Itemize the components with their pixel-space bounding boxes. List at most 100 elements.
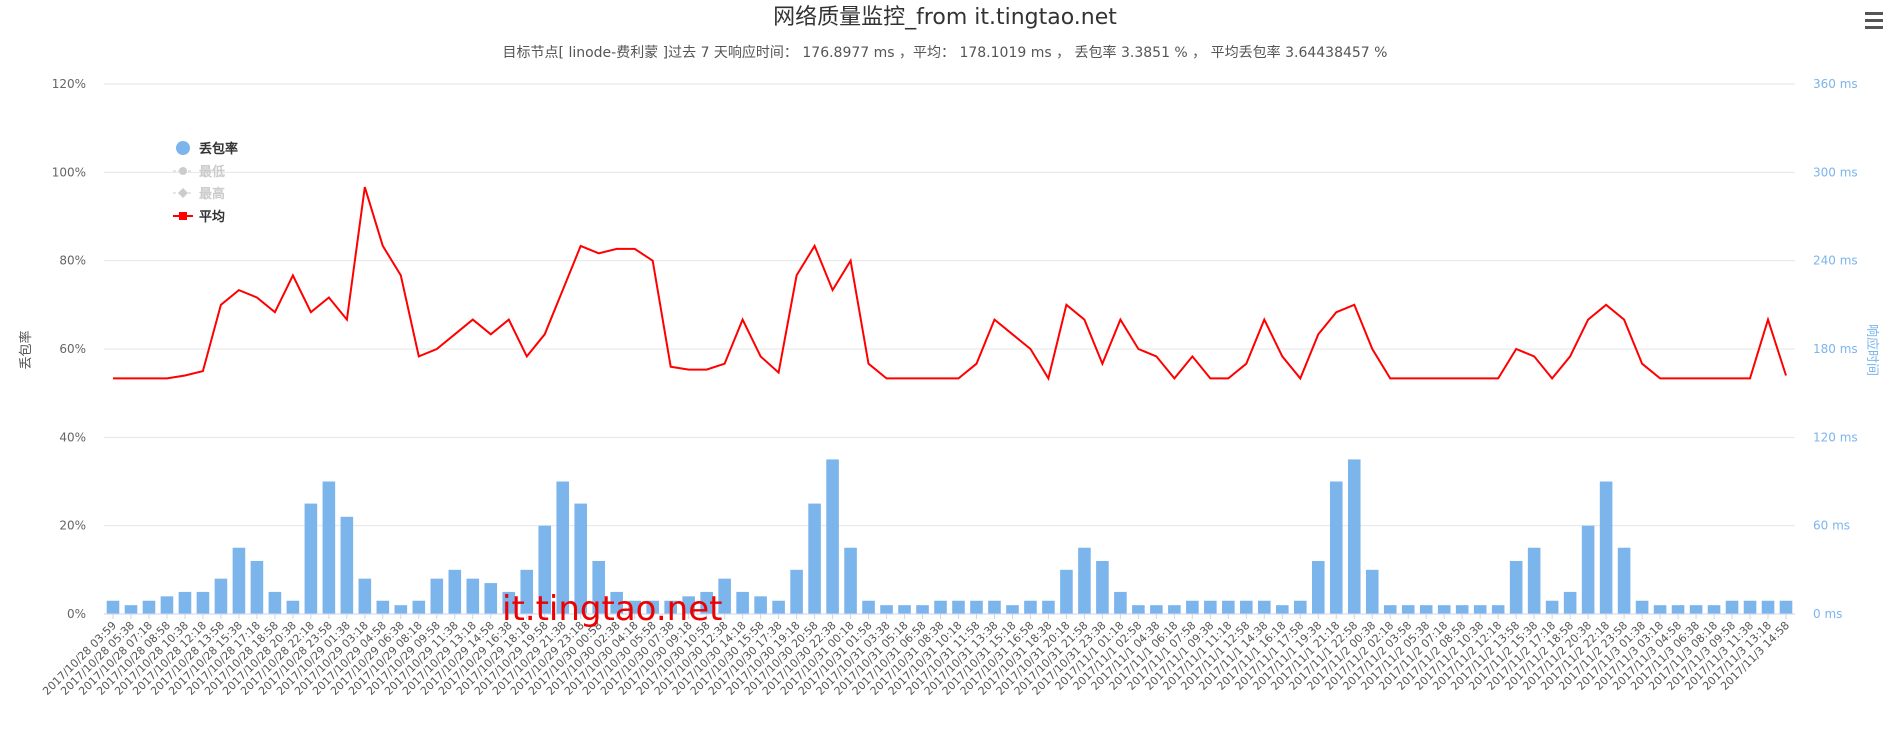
legend-symbol xyxy=(179,167,187,175)
bar xyxy=(1563,591,1577,614)
bar xyxy=(286,600,300,614)
bar xyxy=(1419,605,1433,614)
bar xyxy=(1204,600,1217,614)
bar xyxy=(1671,605,1685,614)
bar xyxy=(862,600,875,614)
y2-tick-label: 60 ms xyxy=(1813,519,1850,533)
bar xyxy=(934,600,947,614)
bar xyxy=(1168,605,1181,614)
bar xyxy=(1222,600,1235,614)
bar xyxy=(1365,569,1379,614)
bar xyxy=(1725,600,1739,614)
menu-bar xyxy=(1865,26,1883,29)
legend-label[interactable]: 丢包率 xyxy=(199,141,238,157)
y2-tick-label: 300 ms xyxy=(1813,165,1858,179)
bar xyxy=(826,459,839,614)
bar xyxy=(1491,605,1505,614)
bar xyxy=(1689,605,1703,614)
bar xyxy=(1258,600,1271,614)
y-tick-label: 60% xyxy=(59,342,86,356)
bar xyxy=(124,605,138,614)
bar xyxy=(1545,600,1559,614)
bar xyxy=(574,503,588,614)
bar xyxy=(196,591,210,614)
bar xyxy=(736,591,749,614)
bar xyxy=(1006,605,1019,614)
bar xyxy=(1186,600,1199,614)
bar xyxy=(1761,600,1775,614)
legend-symbol xyxy=(178,188,188,198)
bar xyxy=(1527,547,1541,614)
bar xyxy=(664,600,677,614)
bar xyxy=(412,600,426,614)
bar xyxy=(484,583,498,614)
bar xyxy=(376,600,390,614)
bar xyxy=(1581,525,1595,614)
bar xyxy=(1293,600,1307,614)
y-tick-label: 20% xyxy=(59,519,86,533)
bar xyxy=(592,561,606,614)
bar xyxy=(772,600,785,614)
bar xyxy=(538,525,552,614)
bar xyxy=(1114,591,1127,614)
bar xyxy=(646,600,659,614)
bar xyxy=(1240,600,1253,614)
legend-label[interactable]: 最低 xyxy=(199,164,225,180)
bar xyxy=(250,561,264,614)
bar xyxy=(178,591,192,614)
bar xyxy=(232,547,246,614)
y2-tick-label: 240 ms xyxy=(1813,254,1858,268)
bar xyxy=(304,503,318,614)
bar xyxy=(466,578,480,614)
legend-symbol xyxy=(179,212,187,220)
y-tick-label: 100% xyxy=(52,165,86,179)
bar xyxy=(754,596,767,614)
bar xyxy=(1150,605,1163,614)
y2-tick-label: 120 ms xyxy=(1813,430,1858,444)
bar xyxy=(358,578,372,614)
bar xyxy=(988,600,1001,614)
bar xyxy=(1060,569,1073,614)
y2-tick-label: 0 ms xyxy=(1813,607,1842,621)
bar xyxy=(430,578,444,614)
y-tick-label: 80% xyxy=(59,254,86,268)
bar xyxy=(916,605,929,614)
bar xyxy=(790,569,803,614)
bar xyxy=(1455,605,1469,614)
y2-axis-title: 响应时间 xyxy=(1864,324,1880,376)
bar xyxy=(160,596,174,614)
bar xyxy=(718,578,731,614)
bar xyxy=(520,569,534,614)
bar xyxy=(1473,605,1487,614)
bar xyxy=(628,600,641,614)
bar xyxy=(1707,605,1721,614)
bar xyxy=(448,569,462,614)
bar xyxy=(106,600,120,614)
y-tick-label: 0% xyxy=(67,607,86,621)
bar xyxy=(880,605,893,614)
bar xyxy=(214,578,228,614)
bar xyxy=(1311,561,1325,614)
bar xyxy=(1617,547,1631,614)
bar xyxy=(268,591,282,614)
y-tick-label: 40% xyxy=(59,430,86,444)
menu-button[interactable] xyxy=(1865,12,1883,29)
bar xyxy=(1383,605,1397,614)
legend-symbol[interactable] xyxy=(176,141,190,155)
y-axis-title: 丢包率 xyxy=(18,330,34,369)
bar xyxy=(808,503,821,614)
bar xyxy=(322,481,336,614)
bar xyxy=(898,605,911,614)
legend-label[interactable]: 平均 xyxy=(199,209,225,225)
menu-bar xyxy=(1865,12,1883,15)
bar xyxy=(142,600,156,614)
bar xyxy=(1437,605,1451,614)
line-series xyxy=(113,186,1787,381)
bar xyxy=(502,591,516,614)
bar xyxy=(844,547,857,614)
bar xyxy=(1329,481,1343,614)
y2-tick-label: 360 ms xyxy=(1813,77,1858,91)
bar xyxy=(1401,605,1415,614)
legend-label[interactable]: 最高 xyxy=(199,186,225,202)
